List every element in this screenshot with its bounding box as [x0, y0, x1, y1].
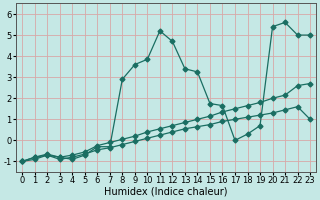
X-axis label: Humidex (Indice chaleur): Humidex (Indice chaleur)	[104, 187, 228, 197]
